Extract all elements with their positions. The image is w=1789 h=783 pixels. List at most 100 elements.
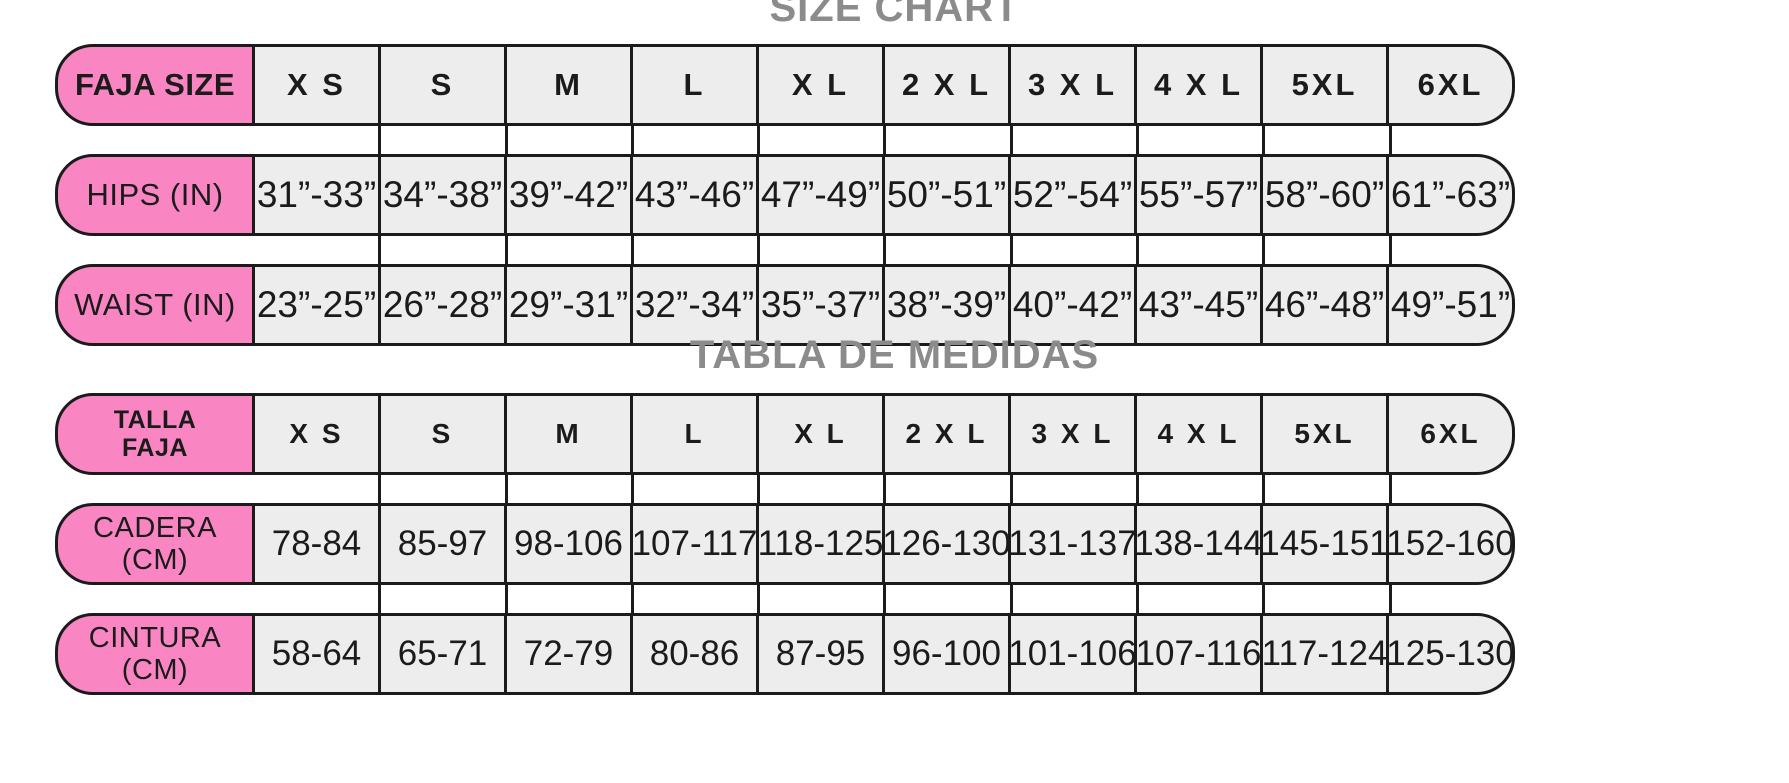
gap-label [55, 126, 255, 154]
metric-size-2xl: 2 X L [885, 393, 1011, 475]
gap-cell [1265, 585, 1392, 613]
waist-4xl: 43”-45” [1137, 264, 1263, 346]
cintura-xs: 58-64 [255, 613, 381, 695]
gap-cell [381, 236, 508, 264]
gap-cell [507, 126, 634, 154]
cadera-6xl: 152-160 [1389, 503, 1515, 585]
gap-cell [760, 585, 887, 613]
gap-cell [381, 585, 508, 613]
gap-label [55, 236, 255, 264]
gap-cell [1012, 475, 1140, 503]
imperial-size-xl: X L [759, 44, 885, 126]
cadera-2xl: 126-130 [885, 503, 1011, 585]
cadera-xl: 118-125 [759, 503, 885, 585]
gap-cell [1139, 475, 1266, 503]
gap-cell [1012, 236, 1140, 264]
metric-size-s: S [381, 393, 507, 475]
cintura-2xl: 96-100 [885, 613, 1011, 695]
waist-xl: 35”-37” [759, 264, 885, 346]
gap-cell [381, 475, 508, 503]
waist-l: 32”-34” [633, 264, 759, 346]
gap-cell [381, 126, 508, 154]
metric-header-label: TALLA FAJA [55, 393, 255, 475]
gap-cell [633, 475, 761, 503]
gap-label [55, 585, 255, 613]
imperial-waist-row: WAIST (IN) 23”-25” 26”-28” 29”-31” 32”-3… [55, 264, 1515, 346]
cadera-3xl: 131-137 [1011, 503, 1137, 585]
metric-cadera-row: CADERA (CM) 78-84 85-97 98-106 107-117 1… [55, 503, 1515, 585]
metric-cadera-label: CADERA (CM) [55, 503, 255, 585]
hips-4xl: 55”-57” [1137, 154, 1263, 236]
gap-cell [633, 126, 761, 154]
gap-cell [1391, 126, 1515, 154]
imperial-waist-label: WAIST (IN) [55, 264, 255, 346]
imperial-size-s: S [381, 44, 507, 126]
gap-cell [886, 236, 1013, 264]
row-separator [55, 236, 1515, 264]
gap-cell [1391, 475, 1515, 503]
tabla-de-medidas-title: TABLA DE MEDIDAS [689, 333, 1100, 377]
gap-cell [633, 585, 761, 613]
waist-2xl: 38”-39” [885, 264, 1011, 346]
gap-cell [1391, 236, 1515, 264]
gap-cell [1265, 236, 1392, 264]
hips-s: 34”-38” [381, 154, 507, 236]
cadera-xs: 78-84 [255, 503, 381, 585]
gap-cell [760, 236, 887, 264]
gap-cell [886, 475, 1013, 503]
gap-cell [1139, 236, 1266, 264]
imperial-size-xs: X S [255, 44, 381, 126]
gap-cell [507, 236, 634, 264]
hips-xl: 47”-49” [759, 154, 885, 236]
imperial-size-6xl: 6XL [1389, 44, 1515, 126]
gap-cell [255, 475, 382, 503]
metric-size-4xl: 4 X L [1137, 393, 1263, 475]
waist-s: 26”-28” [381, 264, 507, 346]
imperial-hips-row: HIPS (IN) 31”-33” 34”-38” 39”-42” 43”-46… [55, 154, 1515, 236]
metric-size-6xl: 6XL [1389, 393, 1515, 475]
row-separator [55, 585, 1515, 613]
cintura-xl: 87-95 [759, 613, 885, 695]
imperial-size-4xl: 4 X L [1137, 44, 1263, 126]
metric-size-m: M [507, 393, 633, 475]
gap-cell [760, 475, 887, 503]
hips-5xl: 58”-60” [1263, 154, 1389, 236]
hips-6xl: 61”-63” [1389, 154, 1515, 236]
gap-cell [1139, 126, 1266, 154]
gap-cell [1012, 585, 1140, 613]
imperial-size-2xl: 2 X L [885, 44, 1011, 126]
hips-l: 43”-46” [633, 154, 759, 236]
imperial-size-l: L [633, 44, 759, 126]
cadera-m: 98-106 [507, 503, 633, 585]
gap-cell [1391, 585, 1515, 613]
gap-cell [255, 585, 382, 613]
gap-cell [1139, 585, 1266, 613]
gap-cell [1265, 126, 1392, 154]
metric-cintura-row: CINTURA (CM) 58-64 65-71 72-79 80-86 87-… [55, 613, 1515, 695]
gap-cell [633, 236, 761, 264]
cadera-4xl: 138-144 [1137, 503, 1263, 585]
metric-size-table: TALLA FAJA X S S M L X L 2 X L 3 X L 4 X… [55, 393, 1515, 695]
waist-3xl: 40”-42” [1011, 264, 1137, 346]
cadera-s: 85-97 [381, 503, 507, 585]
imperial-size-m: M [507, 44, 633, 126]
row-separator [55, 126, 1515, 154]
size-chart-title: SIZE CHART [769, 0, 1020, 30]
gap-cell [255, 126, 382, 154]
cadera-l: 107-117 [633, 503, 759, 585]
gap-cell [1265, 475, 1392, 503]
waist-6xl: 49”-51” [1389, 264, 1515, 346]
cintura-5xl: 117-124 [1263, 613, 1389, 695]
metric-size-xl: X L [759, 393, 885, 475]
waist-xs: 23”-25” [255, 264, 381, 346]
metric-header-row: TALLA FAJA X S S M L X L 2 X L 3 X L 4 X… [55, 393, 1515, 475]
cintura-3xl: 101-106 [1011, 613, 1137, 695]
gap-cell [886, 126, 1013, 154]
imperial-size-3xl: 3 X L [1011, 44, 1137, 126]
waist-m: 29”-31” [507, 264, 633, 346]
metric-size-3xl: 3 X L [1011, 393, 1137, 475]
cintura-m: 72-79 [507, 613, 633, 695]
cadera-5xl: 145-151 [1263, 503, 1389, 585]
imperial-hips-label: HIPS (IN) [55, 154, 255, 236]
metric-size-5xl: 5XL [1263, 393, 1389, 475]
